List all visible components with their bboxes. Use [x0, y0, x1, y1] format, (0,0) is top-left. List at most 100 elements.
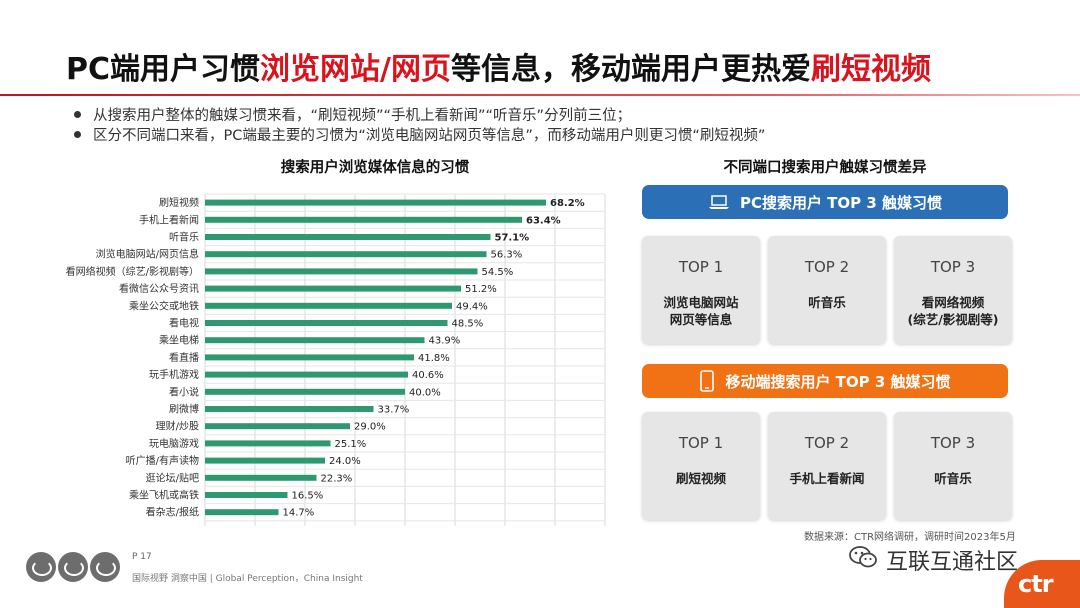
chart-title: 搜索用户浏览媒体信息的习惯	[280, 160, 470, 176]
category-label: 看小说	[169, 385, 199, 398]
card-label: 听音乐	[934, 471, 972, 486]
watermark: 互联互通社区	[848, 544, 1018, 576]
bar	[205, 457, 325, 464]
card-rank: TOP 3	[930, 434, 976, 452]
value-label: 48.5%	[452, 319, 484, 330]
category-label: 理财/炒股	[156, 420, 199, 433]
data-source-note: 数据来源：CTR网络调研，调研时间2023年5月	[804, 532, 1016, 543]
value-label: 22.3%	[321, 473, 353, 484]
bar	[205, 302, 452, 309]
bar-chart: 刷短视频 68.2% 手机上看新闻 63.4% 听音乐 57.1% 浏览电脑网站/网页信息 5…	[66, 193, 606, 526]
pc-top2-card: TOP 2 听音乐	[768, 236, 886, 344]
value-label: 54.5%	[482, 267, 514, 278]
value-label: 56.3%	[491, 250, 523, 261]
mobile-top3-banner: 移动端搜索用户 TOP 3 触媒习惯	[642, 364, 1008, 398]
value-label: 51.2%	[465, 284, 497, 295]
category-label: 手机上看新闻	[139, 213, 199, 226]
mobile-top2-card: TOP 2 手机上看新闻	[768, 412, 886, 520]
mobile-banner-label: 移动端搜索用户 TOP 3 触媒习惯	[725, 372, 951, 391]
value-label: 49.4%	[456, 301, 488, 312]
award-badge-icon	[90, 552, 120, 582]
summary-bullets: 从搜索用户整体的触媒习惯来看，“刷短视频”“手机上看新闻”“听音乐”分列前三位；…	[74, 104, 765, 144]
title-highlight-1: 浏览网站/网页	[260, 52, 451, 87]
bar	[205, 251, 487, 258]
bullet-item-1: 从搜索用户整体的触媒习惯来看，“刷短视频”“手机上看新闻”“听音乐”分列前三位；	[74, 104, 765, 124]
watermark-text: 互联互通社区	[886, 550, 1019, 575]
phone-icon	[699, 370, 715, 392]
value-label: 25.1%	[335, 439, 367, 450]
bar	[205, 234, 491, 240]
value-label: 40.0%	[409, 387, 441, 398]
category-label: 看微信公众号资讯	[119, 282, 199, 295]
category-label: 刷短视频	[159, 196, 199, 209]
category-label: 看电视	[169, 317, 199, 330]
laptop-icon	[708, 194, 730, 210]
bar	[205, 492, 288, 498]
footer-tagline: 国际视野 洞察中国 | Global Perception，China Insi…	[132, 574, 363, 584]
pc-top1-card: TOP 1 浏览电脑网站 网页等信息	[642, 236, 760, 344]
bar	[205, 423, 350, 430]
value-label: 16.5%	[292, 491, 324, 502]
bar	[205, 268, 478, 275]
bar	[205, 337, 425, 344]
category-label: 看直播	[169, 351, 199, 364]
value-label: 41.8%	[418, 353, 450, 364]
wechat-icon	[848, 544, 878, 576]
card-rank: TOP 1	[678, 434, 724, 452]
category-label: 听音乐	[169, 231, 199, 244]
bar	[205, 474, 317, 481]
bar	[205, 354, 414, 361]
footer-award-badges	[26, 552, 122, 582]
page-title: PC端用户习惯浏览网站/网页等信息，移动端用户更热爱刷短视频	[66, 44, 931, 94]
card-rank: TOP 1	[678, 258, 724, 276]
card-label: 听音乐	[808, 295, 846, 310]
category-label: 乘坐飞机或高铁	[129, 489, 199, 502]
bar	[205, 199, 546, 206]
category-label: 看杂志/报纸	[146, 506, 199, 519]
bar	[205, 216, 522, 223]
value-label: 40.6%	[412, 370, 444, 381]
bar	[205, 388, 405, 395]
title-divider	[0, 94, 1080, 96]
bullet-text-1: 从搜索用户整体的触媒习惯来看，“刷短视频”“手机上看新闻”“听音乐”分列前三位；	[93, 107, 632, 124]
mobile-top1-card: TOP 1 刷短视频	[642, 412, 760, 520]
bar	[205, 406, 374, 412]
bar	[205, 509, 279, 516]
pc-top3-banner: PC搜索用户 TOP 3 触媒习惯	[642, 185, 1008, 219]
title-part-3: 等信息，移动端用户更热爱	[450, 52, 811, 87]
bullet-dot-icon	[74, 130, 81, 138]
title-part-1: PC端用户习惯	[66, 52, 261, 87]
pc-banner-label: PC搜索用户 TOP 3 触媒习惯	[739, 193, 943, 212]
category-label: 看网络视频（综艺/影视剧等）	[66, 265, 199, 278]
bullet-text-2: 区分不同端口来看，PC端最主要的习惯为“浏览电脑网站网页等信息”，而移动端用户则…	[93, 127, 766, 144]
bar	[205, 320, 448, 326]
pc-top3-card: TOP 3 看网络视频 (综艺/影视剧等)	[894, 236, 1012, 344]
value-label: 43.9%	[429, 336, 461, 347]
bullet-item-2: 区分不同端口来看，PC端最主要的习惯为“浏览电脑网站网页等信息”，而移动端用户则…	[74, 124, 765, 144]
mobile-top3-card: TOP 3 听音乐	[894, 412, 1012, 520]
bar	[205, 440, 331, 447]
category-label: 浏览电脑网站/网页信息	[96, 248, 199, 261]
award-badge-icon	[58, 552, 88, 582]
card-label: 手机上看新闻	[789, 471, 865, 486]
value-label: 29.0%	[354, 422, 386, 433]
card-rank: TOP 2	[804, 258, 850, 276]
value-label: 33.7%	[378, 405, 410, 416]
value-label: 63.4%	[526, 215, 561, 226]
card-rank: TOP 2	[804, 434, 850, 452]
category-label: 刷微博	[169, 403, 199, 416]
category-label: 玩电脑游戏	[149, 437, 199, 450]
category-label: 玩手机游戏	[149, 368, 199, 381]
card-label: 浏览电脑网站 网页等信息	[663, 295, 739, 327]
ctr-logo: ctr	[1004, 560, 1080, 608]
card-label: 看网络视频 (综艺/影视剧等)	[907, 295, 999, 327]
value-label: 57.1%	[495, 233, 530, 244]
bullet-dot-icon	[74, 110, 81, 118]
bar	[205, 285, 461, 292]
value-label: 68.2%	[550, 198, 585, 209]
award-badge-icon	[26, 552, 56, 582]
category-label: 乘坐公交或地铁	[129, 299, 199, 312]
page-number: P 17	[132, 552, 152, 562]
category-label: 听广播/有声读物	[126, 454, 199, 467]
value-label: 24.0%	[329, 456, 361, 467]
